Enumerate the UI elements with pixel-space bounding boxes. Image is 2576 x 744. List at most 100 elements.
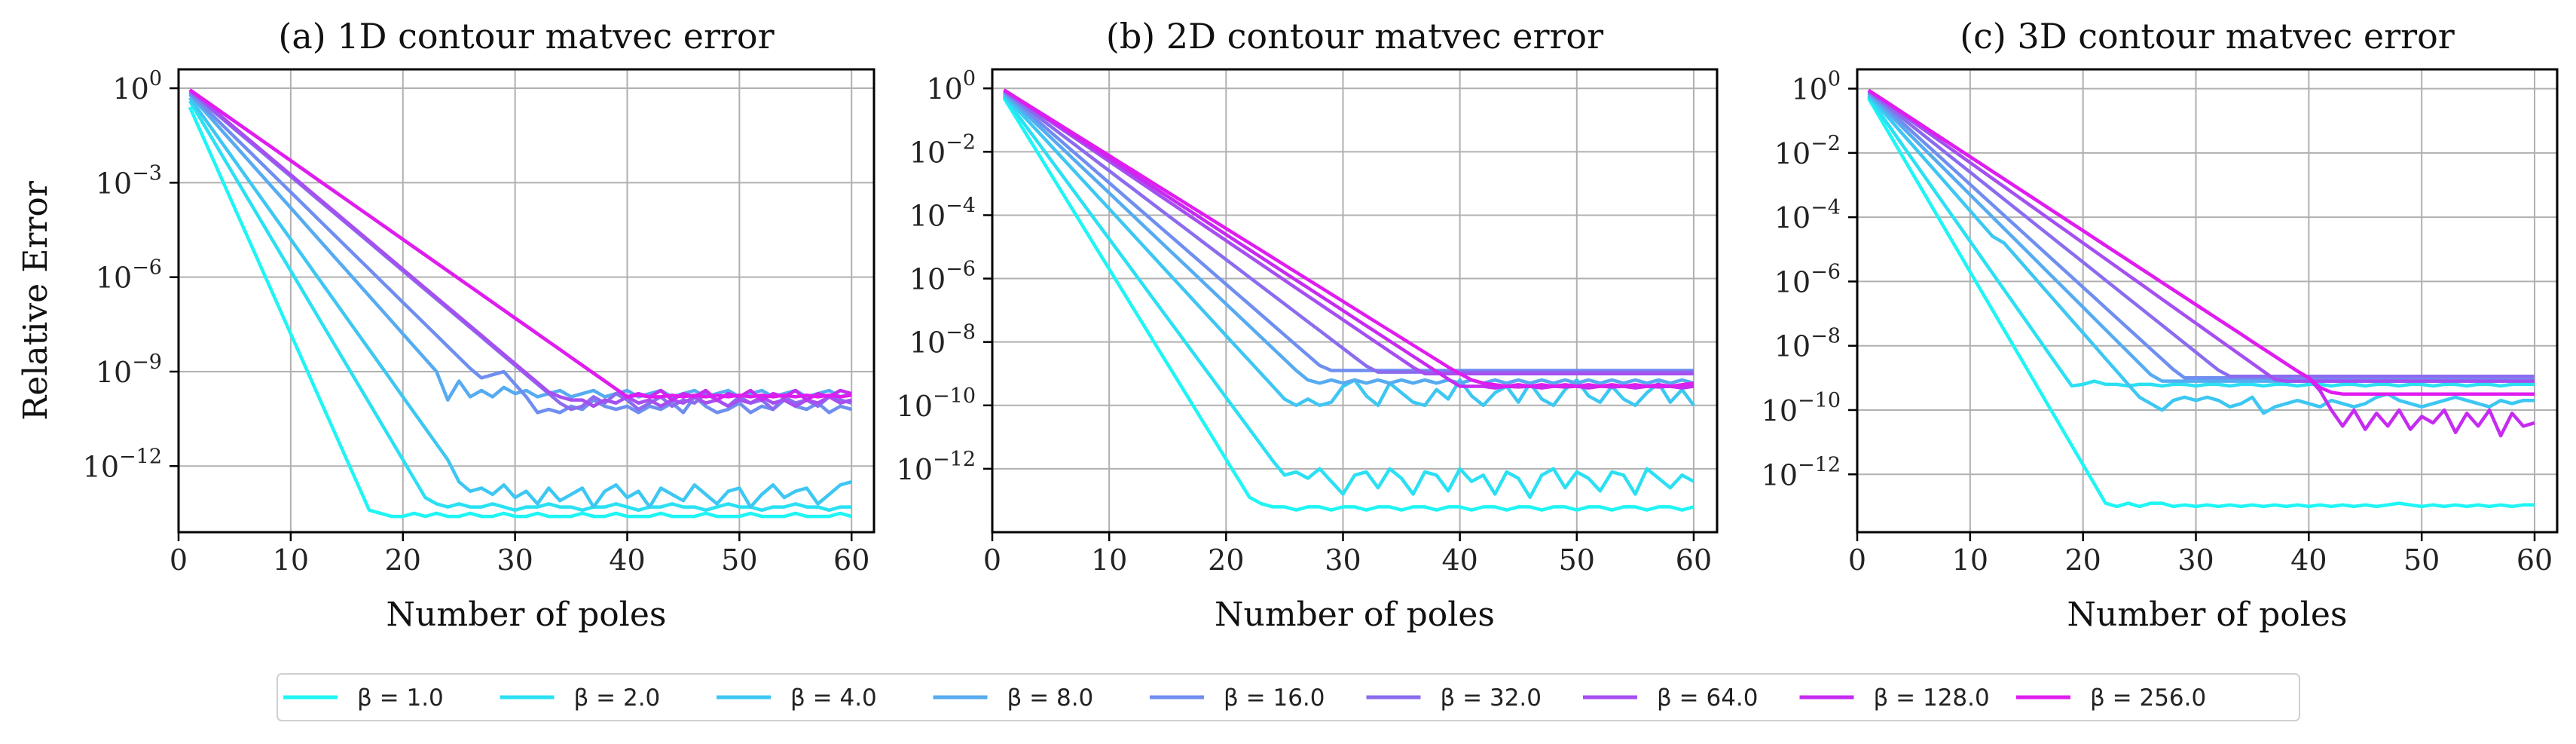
x-tick-label: 30 bbox=[497, 543, 533, 577]
series-line-beta-32.0 bbox=[1867, 90, 2535, 378]
x-tick-label: 40 bbox=[1441, 543, 1477, 577]
series-line-beta-2.0 bbox=[1002, 95, 1695, 499]
series-line-beta-16.0 bbox=[1867, 90, 2535, 380]
legend-label: β = 4.0 bbox=[790, 684, 877, 712]
legend-label: β = 64.0 bbox=[1657, 684, 1759, 712]
series-line-beta-16.0 bbox=[1003, 90, 1694, 372]
y-tick-label: 10−4 bbox=[1774, 196, 1841, 234]
y-tick-label: 10−3 bbox=[96, 161, 162, 200]
x-tick-label: 60 bbox=[833, 543, 869, 577]
series-line-beta-32.0 bbox=[1003, 89, 1694, 374]
x-tick-label: 0 bbox=[170, 543, 188, 577]
series-line-beta-2.0 bbox=[1867, 95, 2535, 388]
legend-label: β = 32.0 bbox=[1441, 684, 1542, 712]
y-tick-label: 10−6 bbox=[96, 256, 162, 295]
y-axis-label: Relative Error bbox=[17, 180, 55, 421]
series-line-beta-32.0 bbox=[188, 90, 852, 412]
y-tick-label: 10−8 bbox=[1774, 325, 1841, 363]
x-tick-label: 40 bbox=[609, 543, 645, 577]
legend: β = 1.0 β = 2.0 β = 4.0 β = 8.0 β = 16.0 β = … bbox=[277, 673, 2300, 721]
series-line-beta-4.0 bbox=[188, 96, 852, 509]
x-tick-label: 20 bbox=[1208, 543, 1244, 577]
series-line-beta-128.0 bbox=[188, 88, 852, 402]
series-line-beta-4.0 bbox=[1867, 93, 2535, 415]
series-lines bbox=[1867, 88, 2535, 509]
legend-item: β = 2.0 bbox=[500, 684, 661, 712]
chart-panel-2: 0 10 20 30 40 50 60 100 10−2 10−4 10−6 10−8 10−10 10−… bbox=[897, 16, 1719, 634]
series-line-beta-2.0 bbox=[188, 100, 852, 513]
series-lines bbox=[1002, 88, 1695, 512]
legend-label: β = 8.0 bbox=[1007, 684, 1094, 712]
legend-item: β = 8.0 bbox=[933, 684, 1094, 712]
series-line-beta-8.0 bbox=[1002, 91, 1694, 385]
y-tick-label: 10−6 bbox=[1774, 260, 1841, 299]
series-line-beta-64.0 bbox=[1003, 88, 1694, 375]
legend-item: β = 16.0 bbox=[1150, 684, 1325, 712]
x-tick-label: 50 bbox=[721, 543, 757, 577]
series-line-beta-1.0 bbox=[188, 106, 852, 519]
series-line-beta-16.0 bbox=[188, 91, 852, 415]
y-tick-label: 10−12 bbox=[897, 448, 976, 486]
series-line-beta-1.0 bbox=[1867, 97, 2535, 509]
x-tick-label: 30 bbox=[2177, 543, 2214, 577]
axes-frame bbox=[991, 68, 1719, 534]
series-line-beta-64.0 bbox=[188, 88, 852, 409]
series-line-beta-8.0 bbox=[188, 93, 852, 402]
legend-frame bbox=[277, 673, 2300, 721]
x-tick-label: 60 bbox=[1676, 543, 1712, 577]
legend-item: β = 64.0 bbox=[1583, 684, 1759, 712]
legend-label: β = 2.0 bbox=[574, 684, 661, 712]
series-line-beta-256.0 bbox=[188, 88, 852, 399]
x-tick-label: 40 bbox=[2290, 543, 2327, 577]
legend-item: β = 4.0 bbox=[717, 684, 877, 712]
legend-label: β = 1.0 bbox=[357, 684, 444, 712]
y-tick-label: 10−4 bbox=[909, 194, 976, 232]
y-tick-label: 10−6 bbox=[909, 258, 976, 296]
chart-panel-1: 0 10 20 30 40 50 60 100 10−3 10−6 10−9 10−12 (a) 1D … bbox=[17, 16, 875, 634]
legend-item: β = 32.0 bbox=[1366, 684, 1542, 712]
y-tick-label: 100 bbox=[1791, 68, 1841, 106]
chart-title: (b) 2D contour matvec error bbox=[1106, 16, 1603, 57]
x-axis-label: Number of poles bbox=[1215, 596, 1495, 634]
legend-item: β = 256.0 bbox=[2016, 684, 2206, 712]
x-tick-label: 50 bbox=[2403, 543, 2440, 577]
x-tick-label: 10 bbox=[1091, 543, 1127, 577]
x-tick-label: 10 bbox=[1952, 543, 1988, 577]
chart-title: (c) 3D contour matvec error bbox=[1960, 16, 2455, 57]
x-tick-label: 60 bbox=[2516, 543, 2553, 577]
y-tick-label: 10−2 bbox=[1774, 132, 1841, 170]
x-tick-label: 30 bbox=[1325, 543, 1361, 577]
legend-item: β = 128.0 bbox=[1799, 684, 1990, 712]
x-tick-label: 20 bbox=[2064, 543, 2101, 577]
x-axis-label: Number of poles bbox=[2067, 596, 2348, 634]
x-tick-label: 20 bbox=[385, 543, 421, 577]
x-tick-label: 10 bbox=[273, 543, 309, 577]
y-tick-label: 100 bbox=[112, 67, 162, 106]
y-tick-label: 10−12 bbox=[1762, 453, 1841, 491]
x-axis-label: Number of poles bbox=[387, 596, 667, 634]
series-lines bbox=[188, 88, 852, 519]
series-line-beta-256.0 bbox=[1867, 88, 2535, 396]
y-tick-label: 10−10 bbox=[1762, 389, 1841, 427]
legend-label: β = 16.0 bbox=[1224, 684, 1325, 712]
y-tick-label: 10−10 bbox=[897, 384, 976, 423]
y-tick-label: 100 bbox=[926, 67, 976, 106]
series-line-beta-256.0 bbox=[1003, 88, 1694, 388]
axes-frame bbox=[177, 68, 875, 534]
series-line-beta-4.0 bbox=[1002, 93, 1695, 408]
y-tick-label: 10−12 bbox=[83, 445, 162, 483]
chart-panel-3: 0 10 20 30 40 50 60 100 10−2 10−4 10−6 10−8 10−10 10−… bbox=[1762, 16, 2559, 634]
y-tick-label: 10−9 bbox=[96, 351, 162, 389]
y-tick-label: 10−2 bbox=[909, 130, 976, 169]
x-tick-label: 0 bbox=[1848, 543, 1866, 577]
axes-frame bbox=[1856, 68, 2559, 534]
legend-label: β = 256.0 bbox=[2090, 684, 2206, 712]
legend-item: β = 1.0 bbox=[283, 684, 444, 712]
chart-title: (a) 1D contour matvec error bbox=[278, 16, 774, 57]
legend-label: β = 128.0 bbox=[1874, 684, 1990, 712]
series-line-beta-64.0 bbox=[1867, 88, 2535, 383]
series-line-beta-1.0 bbox=[1002, 96, 1694, 512]
x-tick-label: 0 bbox=[983, 543, 1001, 577]
